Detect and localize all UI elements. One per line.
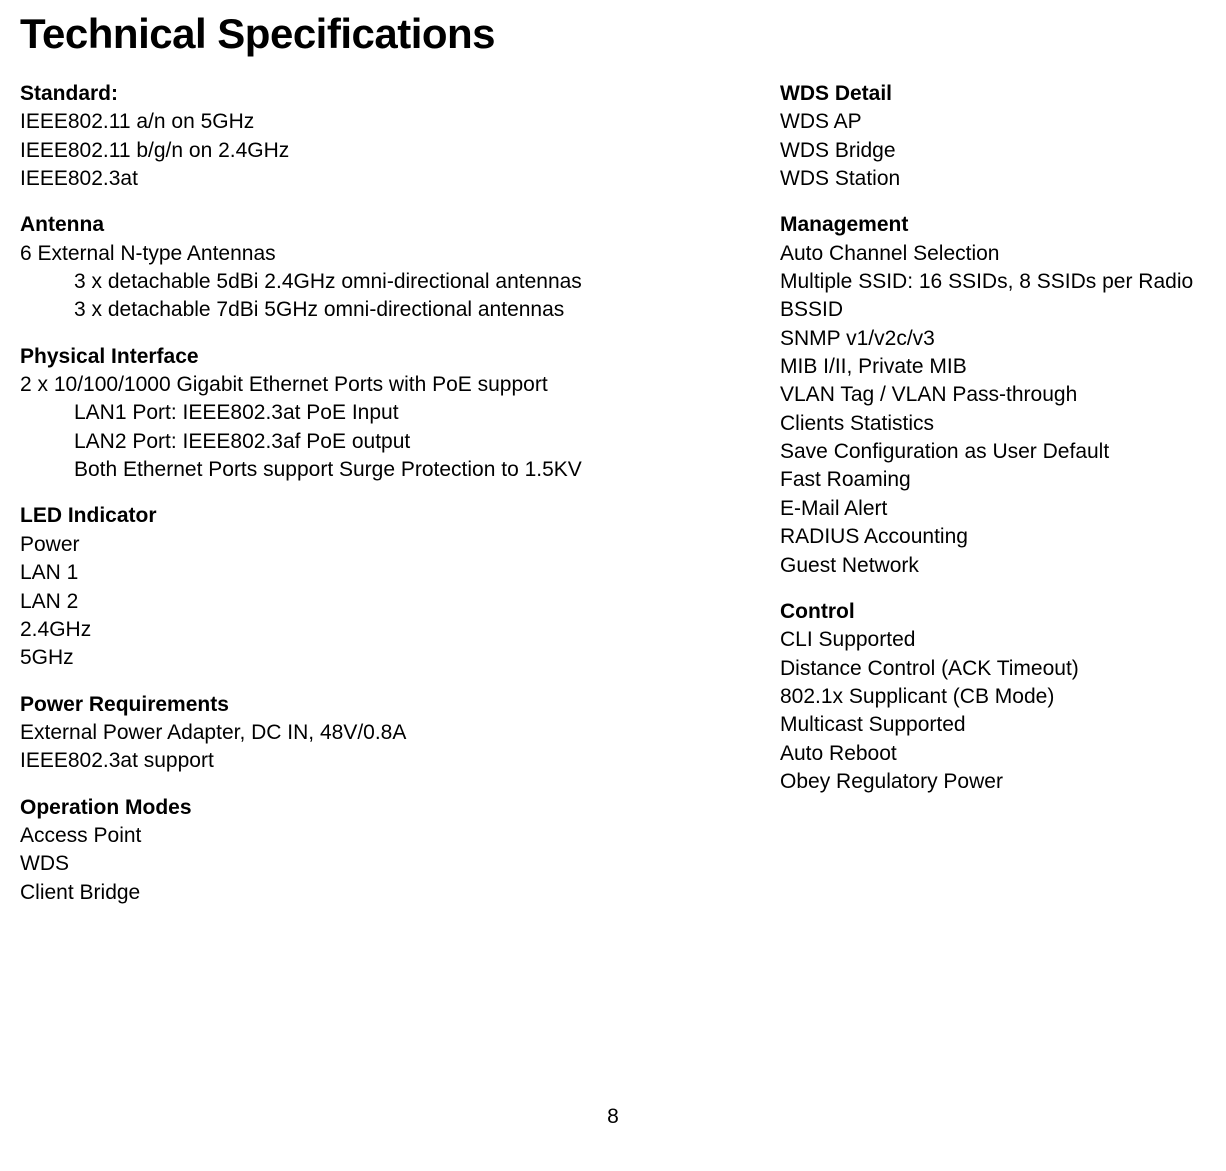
led-indicator-item: 5GHz (20, 644, 640, 672)
antenna-header: Antenna (20, 211, 640, 239)
standard-header: Standard: (20, 80, 640, 108)
power-requirements-header: Power Requirements (20, 691, 640, 719)
control-item: Distance Control (ACK Timeout) (780, 655, 1200, 683)
left-column: Standard: IEEE802.11 a/n on 5GHz IEEE802… (20, 80, 640, 925)
antenna-main: 6 External N-type Antennas (20, 240, 640, 268)
physical-interface-sub-item: Both Ethernet Ports support Surge Protec… (20, 456, 640, 484)
management-header: Management (780, 211, 1200, 239)
management-item: RADIUS Accounting (780, 523, 1200, 551)
management-item: Save Configuration as User Default (780, 438, 1200, 466)
management-item: MIB I/II, Private MIB (780, 353, 1200, 381)
page-number: 8 (20, 1105, 1206, 1129)
section-operation-modes: Operation Modes Access Point WDS Client … (20, 794, 640, 907)
section-management: Management Auto Channel Selection Multip… (780, 211, 1200, 579)
standard-item: IEEE802.11 a/n on 5GHz (20, 108, 640, 136)
operation-modes-item: Access Point (20, 822, 640, 850)
physical-interface-header: Physical Interface (20, 343, 640, 371)
management-item: VLAN Tag / VLAN Pass-through (780, 381, 1200, 409)
control-item: 802.1x Supplicant (CB Mode) (780, 683, 1200, 711)
management-item: Multiple SSID: 16 SSIDs, 8 SSIDs per Rad… (780, 268, 1200, 296)
led-indicator-item: 2.4GHz (20, 616, 640, 644)
management-item: Guest Network (780, 552, 1200, 580)
wds-detail-header: WDS Detail (780, 80, 1200, 108)
management-item: BSSID (780, 296, 1200, 324)
antenna-sub-item: 3 x detachable 5dBi 2.4GHz omni-directio… (20, 268, 640, 296)
standard-item: IEEE802.3at (20, 165, 640, 193)
standard-item: IEEE802.11 b/g/n on 2.4GHz (20, 137, 640, 165)
operation-modes-item: WDS (20, 850, 640, 878)
management-item: E-Mail Alert (780, 495, 1200, 523)
led-indicator-item: LAN 2 (20, 588, 640, 616)
control-header: Control (780, 598, 1200, 626)
control-item: CLI Supported (780, 626, 1200, 654)
section-control: Control CLI Supported Distance Control (… (780, 598, 1200, 796)
page-title: Technical Specifications (20, 10, 1206, 58)
wds-detail-item: WDS Bridge (780, 137, 1200, 165)
section-power-requirements: Power Requirements External Power Adapte… (20, 691, 640, 776)
wds-detail-item: WDS AP (780, 108, 1200, 136)
control-item: Multicast Supported (780, 711, 1200, 739)
control-item: Obey Regulatory Power (780, 768, 1200, 796)
physical-interface-sub-item: LAN1 Port: IEEE802.3at PoE Input (20, 399, 640, 427)
management-item: Fast Roaming (780, 466, 1200, 494)
management-item: Clients Statistics (780, 410, 1200, 438)
antenna-sub-item: 3 x detachable 7dBi 5GHz omni-directiona… (20, 296, 640, 324)
led-indicator-item: LAN 1 (20, 559, 640, 587)
management-item: SNMP v1/v2c/v3 (780, 325, 1200, 353)
control-item: Auto Reboot (780, 740, 1200, 768)
led-indicator-header: LED Indicator (20, 502, 640, 530)
operation-modes-item: Client Bridge (20, 879, 640, 907)
content-columns: Standard: IEEE802.11 a/n on 5GHz IEEE802… (20, 80, 1206, 925)
operation-modes-header: Operation Modes (20, 794, 640, 822)
right-column: WDS Detail WDS AP WDS Bridge WDS Station… (780, 80, 1200, 925)
section-physical-interface: Physical Interface 2 x 10/100/1000 Gigab… (20, 343, 640, 485)
section-wds-detail: WDS Detail WDS AP WDS Bridge WDS Station (780, 80, 1200, 193)
management-item: Auto Channel Selection (780, 240, 1200, 268)
led-indicator-item: Power (20, 531, 640, 559)
section-led-indicator: LED Indicator Power LAN 1 LAN 2 2.4GHz 5… (20, 502, 640, 672)
power-requirements-item: External Power Adapter, DC IN, 48V/0.8A (20, 719, 640, 747)
power-requirements-item: IEEE802.3at support (20, 747, 640, 775)
wds-detail-item: WDS Station (780, 165, 1200, 193)
section-antenna: Antenna 6 External N-type Antennas 3 x d… (20, 211, 640, 324)
physical-interface-main: 2 x 10/100/1000 Gigabit Ethernet Ports w… (20, 371, 640, 399)
section-standard: Standard: IEEE802.11 a/n on 5GHz IEEE802… (20, 80, 640, 193)
physical-interface-sub-item: LAN2 Port: IEEE802.3af PoE output (20, 428, 640, 456)
